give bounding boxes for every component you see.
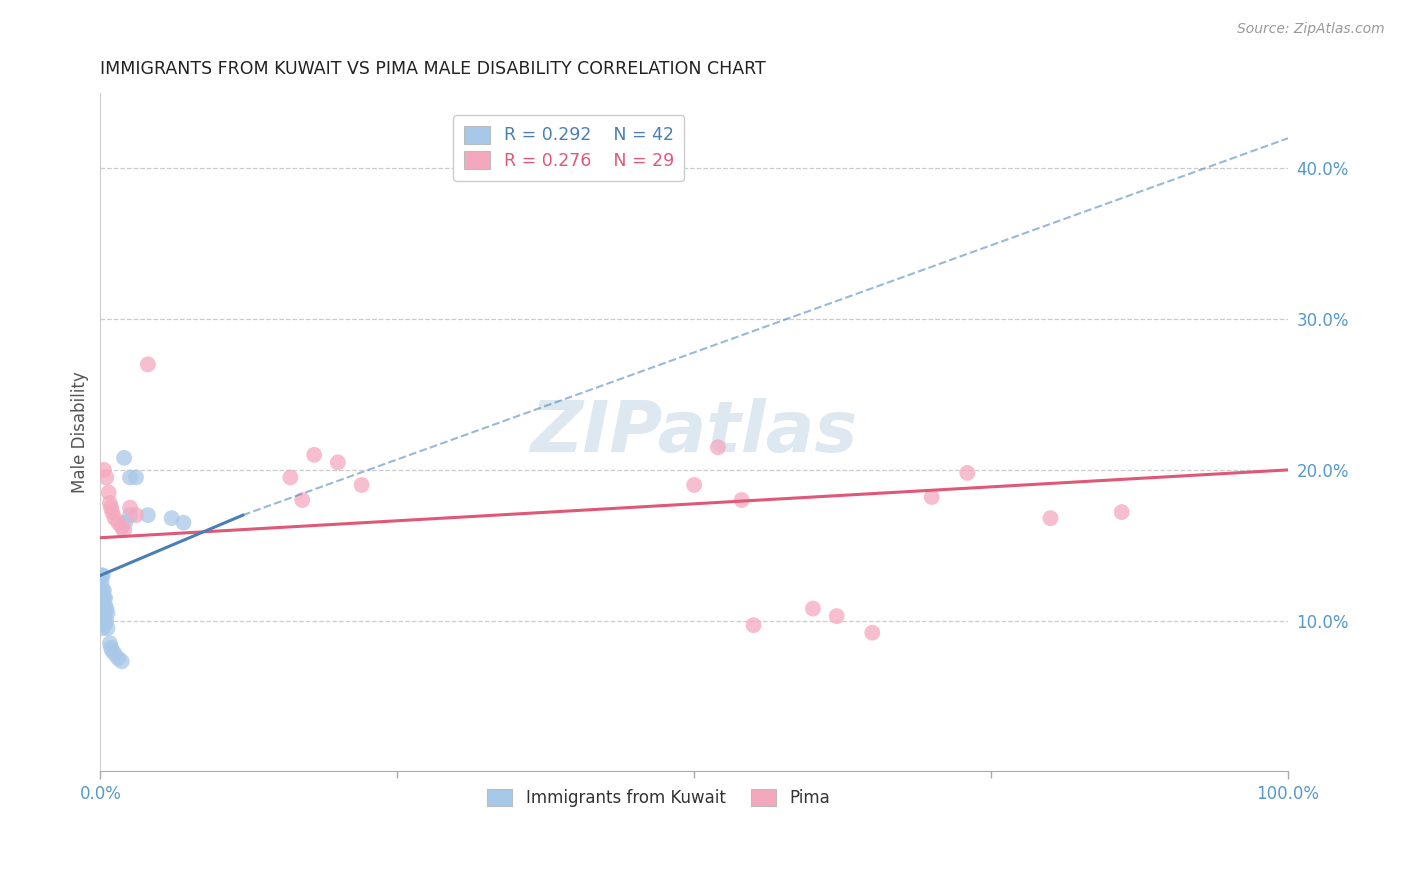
Point bbox=[104, 647, 127, 661]
Point bbox=[93, 583, 115, 598]
Point bbox=[93, 463, 115, 477]
Point bbox=[104, 511, 127, 525]
Point bbox=[94, 591, 117, 605]
Point bbox=[100, 640, 122, 655]
Point bbox=[96, 601, 118, 615]
Point bbox=[118, 500, 141, 515]
Point bbox=[90, 583, 112, 598]
Point bbox=[125, 508, 148, 522]
Point bbox=[96, 621, 118, 635]
Point bbox=[112, 450, 135, 465]
Point bbox=[98, 496, 121, 510]
Point bbox=[731, 493, 754, 508]
Point bbox=[94, 599, 117, 613]
Point bbox=[90, 576, 112, 591]
Point bbox=[111, 520, 134, 534]
Point bbox=[136, 357, 159, 371]
Point bbox=[118, 470, 141, 484]
Legend: Immigrants from Kuwait, Pima: Immigrants from Kuwait, Pima bbox=[481, 782, 837, 814]
Point bbox=[136, 508, 159, 522]
Point bbox=[107, 516, 129, 530]
Text: Source: ZipAtlas.com: Source: ZipAtlas.com bbox=[1237, 22, 1385, 37]
Point bbox=[90, 601, 112, 615]
Point bbox=[93, 591, 115, 605]
Point bbox=[94, 606, 117, 620]
Point bbox=[111, 654, 134, 668]
Point bbox=[91, 614, 114, 628]
Point bbox=[114, 516, 136, 530]
Point bbox=[97, 485, 120, 500]
Point bbox=[90, 568, 112, 582]
Point bbox=[96, 470, 118, 484]
Point bbox=[291, 493, 314, 508]
Point bbox=[860, 625, 883, 640]
Y-axis label: Male Disability: Male Disability bbox=[72, 371, 89, 493]
Point bbox=[96, 606, 118, 620]
Point bbox=[91, 583, 114, 598]
Point bbox=[956, 466, 979, 480]
Point bbox=[350, 478, 373, 492]
Point bbox=[91, 591, 114, 605]
Point bbox=[921, 490, 943, 504]
Point bbox=[101, 505, 124, 519]
Point bbox=[742, 618, 765, 632]
Point bbox=[1039, 511, 1062, 525]
Point bbox=[93, 606, 115, 620]
Point bbox=[173, 516, 195, 530]
Point bbox=[93, 599, 115, 613]
Point bbox=[96, 614, 118, 628]
Point bbox=[107, 651, 129, 665]
Point bbox=[91, 599, 114, 613]
Point bbox=[160, 511, 183, 525]
Point bbox=[112, 523, 135, 537]
Point bbox=[100, 500, 122, 515]
Text: ZIPatlas: ZIPatlas bbox=[530, 398, 858, 467]
Point bbox=[93, 614, 115, 628]
Point bbox=[801, 601, 824, 615]
Point bbox=[326, 455, 349, 469]
Point bbox=[90, 599, 112, 613]
Point bbox=[90, 614, 112, 628]
Point bbox=[101, 644, 124, 658]
Point bbox=[91, 568, 114, 582]
Point bbox=[1111, 505, 1133, 519]
Text: IMMIGRANTS FROM KUWAIT VS PIMA MALE DISABILITY CORRELATION CHART: IMMIGRANTS FROM KUWAIT VS PIMA MALE DISA… bbox=[100, 60, 766, 78]
Point bbox=[94, 616, 117, 631]
Point bbox=[825, 609, 848, 624]
Point bbox=[90, 591, 112, 605]
Point bbox=[91, 606, 114, 620]
Point bbox=[98, 636, 121, 650]
Point bbox=[91, 621, 114, 635]
Point bbox=[90, 606, 112, 620]
Point bbox=[707, 440, 730, 454]
Point bbox=[302, 448, 325, 462]
Point bbox=[280, 470, 302, 484]
Point bbox=[683, 478, 706, 492]
Point bbox=[118, 508, 141, 522]
Point bbox=[125, 470, 148, 484]
